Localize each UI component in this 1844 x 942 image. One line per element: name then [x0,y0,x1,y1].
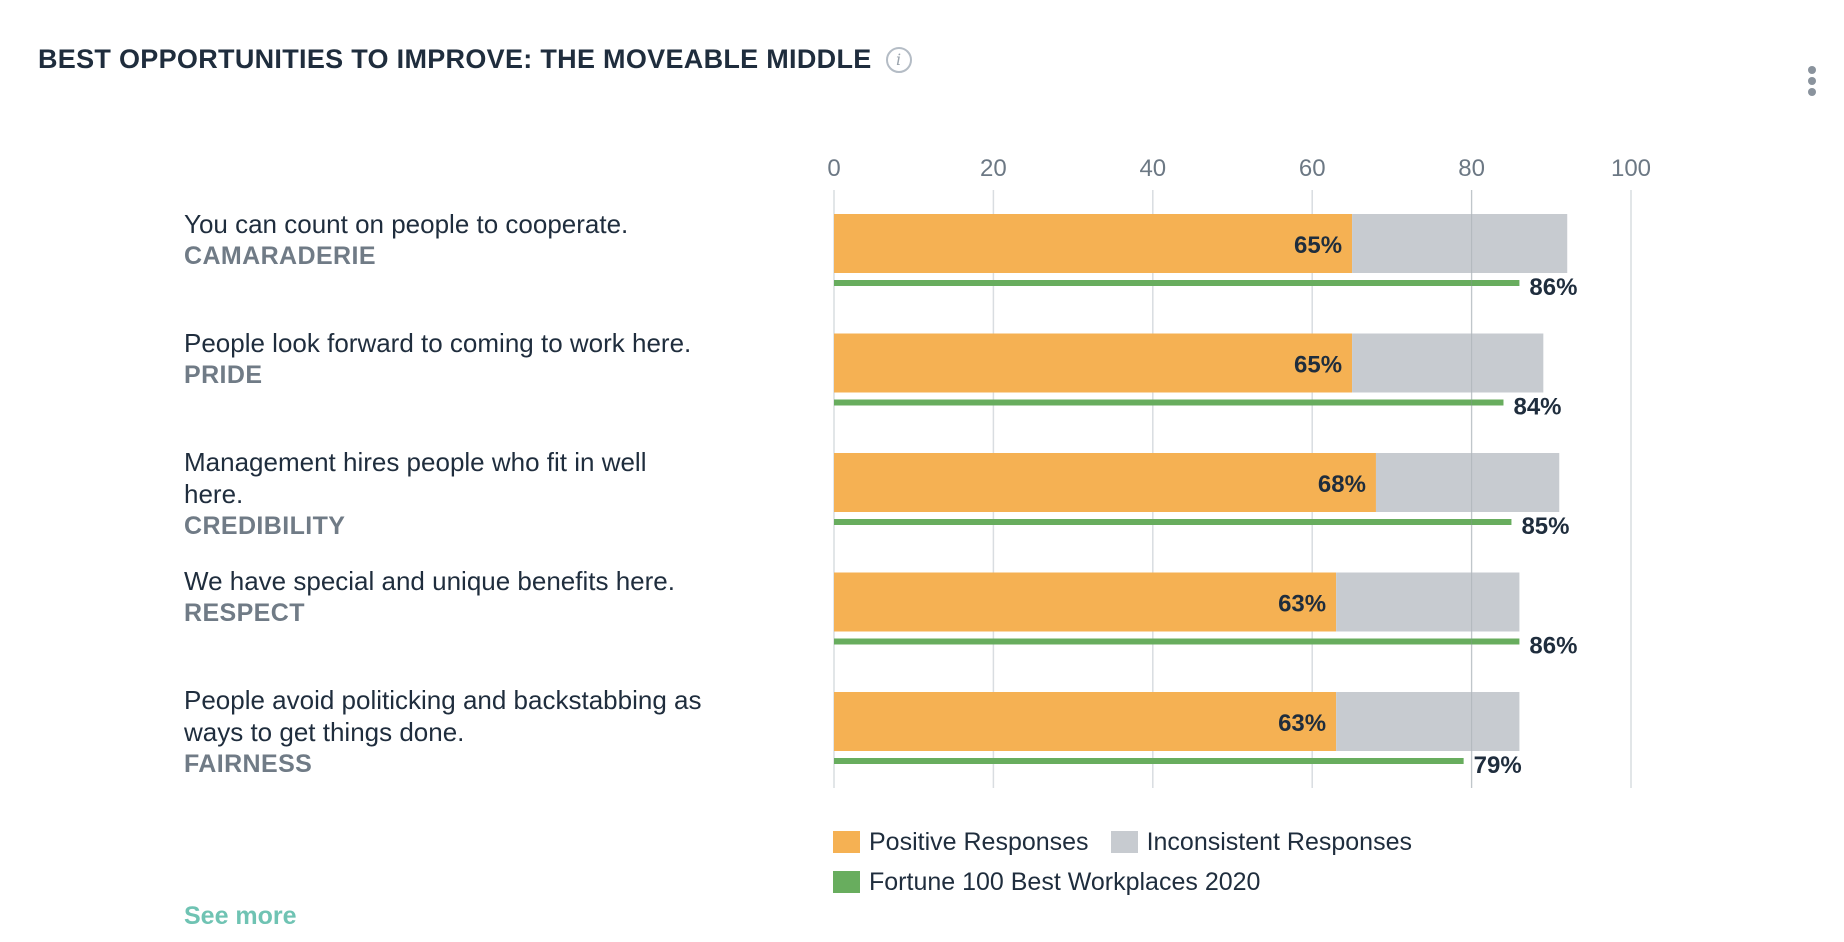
positive-data-label: 63% [1278,710,1326,737]
kebab-menu-icon[interactable] [1806,66,1818,102]
question-item: We have special and unique benefits here… [184,565,724,629]
legend-swatch-inconsistent [1110,831,1138,853]
legend-item-positive[interactable]: Positive Responses [833,828,1089,857]
question-text: Management hires people who fit in well … [184,447,647,509]
benchmark-line [834,399,1504,406]
benchmark-line [834,638,1520,645]
bar-positive [834,453,1376,512]
benchmark-data-label: 86% [1529,274,1577,301]
question-category: FAIRNESS [184,750,313,778]
bar-positive [834,333,1353,393]
legend-swatch-benchmark [833,871,860,893]
bar-inconsistent [1336,692,1520,751]
question-category: RESPECT [184,599,305,627]
benchmark-data-label: 84% [1513,394,1561,421]
question-item: Management hires people who fit in well … [184,446,704,542]
question-category: CAMARADERIE [184,242,376,270]
question-category: CREDIBILITY [184,512,346,540]
benchmark-data-label: 86% [1529,633,1577,660]
x-tick-label: 100 [1611,155,1651,182]
benchmark-line [834,519,1512,525]
question-category: PRIDE [184,361,263,389]
question-text: People look forward to coming to work he… [184,328,692,358]
legend-item-inconsistent[interactable]: Inconsistent Responses [1110,827,1412,857]
bar-inconsistent [1352,333,1544,393]
legend-label: Positive Responses [869,827,1089,856]
benchmark-line [834,758,1464,764]
legend-item-benchmark[interactable]: Fortune 100 Best Workplaces 2020 [833,868,1260,897]
bar-positive [834,214,1353,273]
bar-positive [834,692,1337,751]
bar-inconsistent [1352,214,1568,273]
question-item: People avoid politicking and backstabbin… [184,684,724,780]
x-tick-label: 80 [1458,155,1485,182]
positive-data-label: 65% [1294,352,1342,379]
bar-positive [834,572,1337,632]
positive-data-label: 65% [1294,232,1342,259]
question-text: You can count on people to cooperate. [184,209,629,239]
legend-swatch-positive [833,831,860,853]
page-title: BEST OPPORTUNITIES TO IMPROVE: THE MOVEA… [38,44,872,74]
x-tick-label: 20 [980,155,1007,182]
positive-data-label: 68% [1318,471,1366,498]
x-tick-label: 60 [1299,155,1326,182]
x-tick-label: 0 [827,155,840,182]
question-text: People avoid politicking and backstabbin… [184,685,702,747]
legend-label: Fortune 100 Best Workplaces 2020 [869,867,1261,896]
x-tick-label: 40 [1139,155,1166,182]
benchmark-data-label: 85% [1521,513,1569,540]
positive-data-label: 63% [1278,591,1326,618]
question-item: People look forward to coming to work he… [184,327,724,391]
bar-inconsistent [1375,453,1560,512]
chart-legend: Positive Responses Inconsistent Response… [833,822,1434,902]
bar-inconsistent [1336,572,1520,632]
question-text: We have special and unique benefits here… [184,566,675,596]
legend-label: Inconsistent Responses [1146,827,1412,856]
see-more-link[interactable]: See more [184,902,297,930]
benchmark-line [834,280,1520,286]
benchmark-data-label: 79% [1474,752,1522,779]
info-icon[interactable]: i [885,46,912,73]
question-item: You can count on people to cooperate. CA… [184,208,724,272]
chart-header: BEST OPPORTUNITIES TO IMPROVE: THE MOVEA… [38,44,912,75]
